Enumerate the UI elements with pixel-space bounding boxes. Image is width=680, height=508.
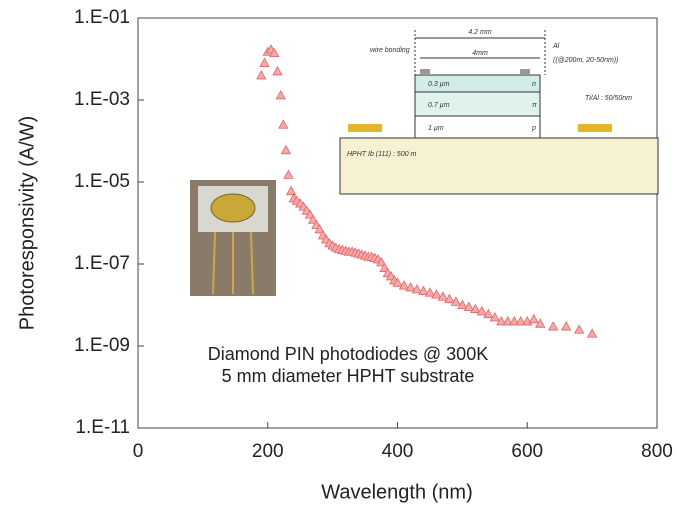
inset-label: n <box>532 81 536 88</box>
x-tick-label: 0 <box>133 441 144 462</box>
data-point <box>398 280 410 290</box>
inset-label: 1 µm <box>428 125 444 132</box>
data-point <box>573 324 585 334</box>
inset-label: HPHT Ib (111) : 500 m <box>347 151 417 158</box>
data-point <box>509 315 520 326</box>
photo-disk <box>210 193 256 223</box>
data-point <box>470 303 481 313</box>
inset-label: ((@200m, 20-50nm)) <box>553 57 618 64</box>
data-point <box>278 119 289 129</box>
data-point <box>489 312 500 322</box>
y-tick-label: 1.E-03 <box>74 89 130 110</box>
data-point <box>307 214 319 224</box>
y-tick-label: 1.E-09 <box>74 335 130 356</box>
data-point <box>444 293 455 304</box>
data-point <box>424 287 436 297</box>
y-tick-label: 1.E-11 <box>75 417 130 438</box>
data-point <box>283 169 294 179</box>
data-point <box>476 306 488 316</box>
data-point <box>280 144 292 155</box>
data-point <box>457 299 468 309</box>
device-photo <box>190 180 276 296</box>
photo-pin <box>212 231 216 295</box>
data-point <box>535 318 546 328</box>
x-tick-label: 600 <box>511 441 543 462</box>
data-point <box>437 291 449 301</box>
pad <box>348 124 382 132</box>
substrate <box>339 137 659 195</box>
data-point <box>411 284 423 294</box>
data-point <box>463 301 475 311</box>
data-point <box>431 289 442 299</box>
y-axis-label: Photoresponsivity (A/W) <box>16 116 38 331</box>
data-point <box>379 262 390 272</box>
inset-label: wire bonding <box>370 47 410 54</box>
annotation: 5 mm diameter HPHT substrate <box>222 366 475 386</box>
data-point <box>275 90 286 100</box>
data-point <box>496 315 507 326</box>
inset-label: 0.3 µm <box>428 81 450 88</box>
data-point <box>314 224 325 234</box>
x-axis-label: Wavelength (nm) <box>321 481 473 503</box>
data-point <box>392 277 403 287</box>
data-point <box>502 315 513 326</box>
inset-label: 0.7 µm <box>428 102 450 109</box>
data-point <box>515 315 526 326</box>
data-point <box>450 296 462 306</box>
data-point <box>285 185 297 196</box>
inset-label: π <box>532 102 537 109</box>
data-point <box>528 313 539 324</box>
y-tick-label: 1.E-07 <box>74 253 130 274</box>
data-point <box>256 69 267 80</box>
data-point <box>548 321 559 331</box>
inset-label: 4mm <box>472 50 488 57</box>
pad <box>578 124 612 132</box>
contact <box>520 69 530 75</box>
annotation: Diamond PIN photodiodes @ 300K <box>208 344 488 364</box>
data-point <box>304 209 316 219</box>
photo-pin <box>250 231 254 295</box>
inset-label: 4.2 mm <box>468 29 492 36</box>
data-point <box>269 47 280 58</box>
data-point <box>560 321 572 331</box>
data-point <box>483 308 494 319</box>
data-point <box>586 328 598 338</box>
x-tick-label: 400 <box>382 441 414 462</box>
data-point <box>272 66 283 76</box>
x-tick-label: 800 <box>641 441 673 462</box>
y-tick-label: 1.E-05 <box>74 171 130 192</box>
inset-label: Ti/Al : 50/50nm <box>585 95 632 102</box>
y-tick-label: 1.E-01 <box>74 7 130 28</box>
data-point <box>259 57 270 67</box>
device-diagram: 4.2 mm 4mm wire bonding Al ((@200m, 20-5… <box>339 29 659 195</box>
x-tick-label: 200 <box>252 441 284 462</box>
data-point <box>405 281 416 292</box>
inset-label: Al <box>552 43 560 50</box>
data-point <box>376 256 387 267</box>
data-point <box>418 285 429 295</box>
contact <box>420 69 430 75</box>
inset-label: p <box>531 125 536 132</box>
